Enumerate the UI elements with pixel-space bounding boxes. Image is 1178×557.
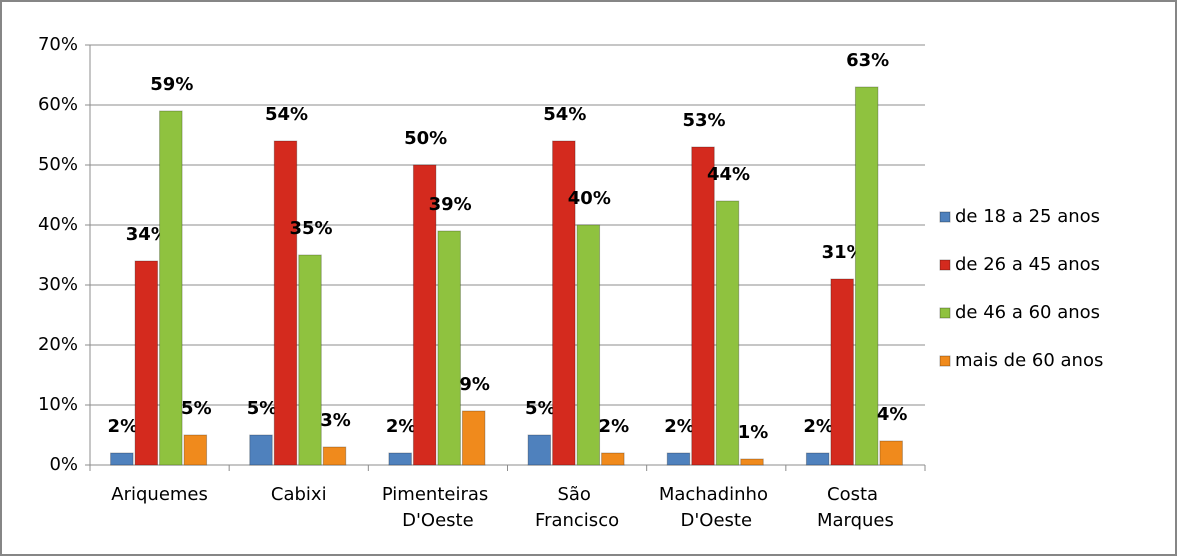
x-tick-label: Pimenteiras D'Oeste: [382, 484, 494, 531]
bar: [412, 164, 437, 466]
data-label: 3%: [320, 410, 351, 431]
bar: [854, 86, 879, 466]
bar: [552, 140, 576, 466]
bar: [527, 434, 552, 466]
bar: [249, 434, 273, 466]
data-label: 2%: [664, 416, 695, 437]
y-tick-label: 20%: [38, 334, 78, 355]
bar: [461, 410, 486, 466]
legend-swatch: [939, 211, 951, 223]
data-label: 2%: [108, 416, 139, 437]
legend-swatch: [939, 307, 951, 319]
data-label: 1%: [738, 422, 769, 443]
bar: [879, 440, 903, 466]
bar: [298, 254, 322, 466]
data-label: 54%: [543, 104, 586, 125]
legend-swatch: [939, 259, 951, 271]
data-label: 31%: [822, 242, 865, 263]
data-label: 5%: [247, 398, 278, 419]
data-label: 63%: [846, 50, 889, 71]
x-tick-label: Ariquemes: [111, 484, 208, 505]
y-tick-label: 60%: [38, 94, 78, 115]
y-tick-label: 30%: [38, 274, 78, 295]
bar: [183, 434, 208, 466]
x-tick-label: Machadinho D'Oeste: [659, 484, 774, 531]
y-tick-label: 40%: [38, 214, 78, 235]
data-label: 2%: [386, 416, 417, 437]
data-label: 59%: [150, 74, 193, 95]
y-tick-label: 0%: [49, 454, 78, 475]
bar: [601, 452, 625, 466]
bar: [691, 146, 715, 466]
data-label: 39%: [429, 194, 472, 215]
bar: [388, 452, 412, 466]
data-label: 54%: [265, 104, 308, 125]
bar: [437, 230, 461, 466]
bar: [273, 140, 298, 466]
bar: [805, 452, 830, 466]
data-label: 2%: [803, 416, 834, 437]
y-tick-label: 50%: [38, 154, 78, 175]
x-tick-label: Costa Marques: [817, 484, 894, 531]
bar: [159, 110, 183, 466]
data-label: 9%: [459, 374, 490, 395]
bar: [576, 224, 601, 466]
bar: [666, 452, 691, 466]
x-tick-label: São Francisco: [535, 484, 619, 531]
legend-label: de 18 a 25 anos: [955, 206, 1100, 227]
data-label: 50%: [404, 128, 447, 149]
legend-label: mais de 60 anos: [955, 350, 1103, 371]
data-label: 5%: [181, 398, 212, 419]
bar: [322, 446, 347, 466]
data-label: 4%: [877, 404, 908, 425]
y-tick-label: 70%: [38, 34, 78, 55]
data-label: 2%: [599, 416, 630, 437]
legend-label: de 46 a 60 anos: [955, 302, 1100, 323]
data-label: 44%: [707, 164, 750, 185]
bar: [830, 278, 854, 466]
legend-label: de 26 a 45 anos: [955, 254, 1100, 275]
data-label: 5%: [525, 398, 556, 419]
bar: [134, 260, 159, 466]
data-label: 35%: [289, 218, 332, 239]
legend-swatch: [939, 355, 951, 367]
y-tick-label: 10%: [38, 394, 78, 415]
bar: [715, 200, 740, 466]
bar: [110, 452, 134, 466]
bar: [740, 458, 764, 466]
data-label: 53%: [682, 110, 725, 131]
data-label: 34%: [126, 224, 169, 245]
x-tick-label: Cabixi: [271, 484, 327, 505]
data-label: 40%: [568, 188, 611, 209]
